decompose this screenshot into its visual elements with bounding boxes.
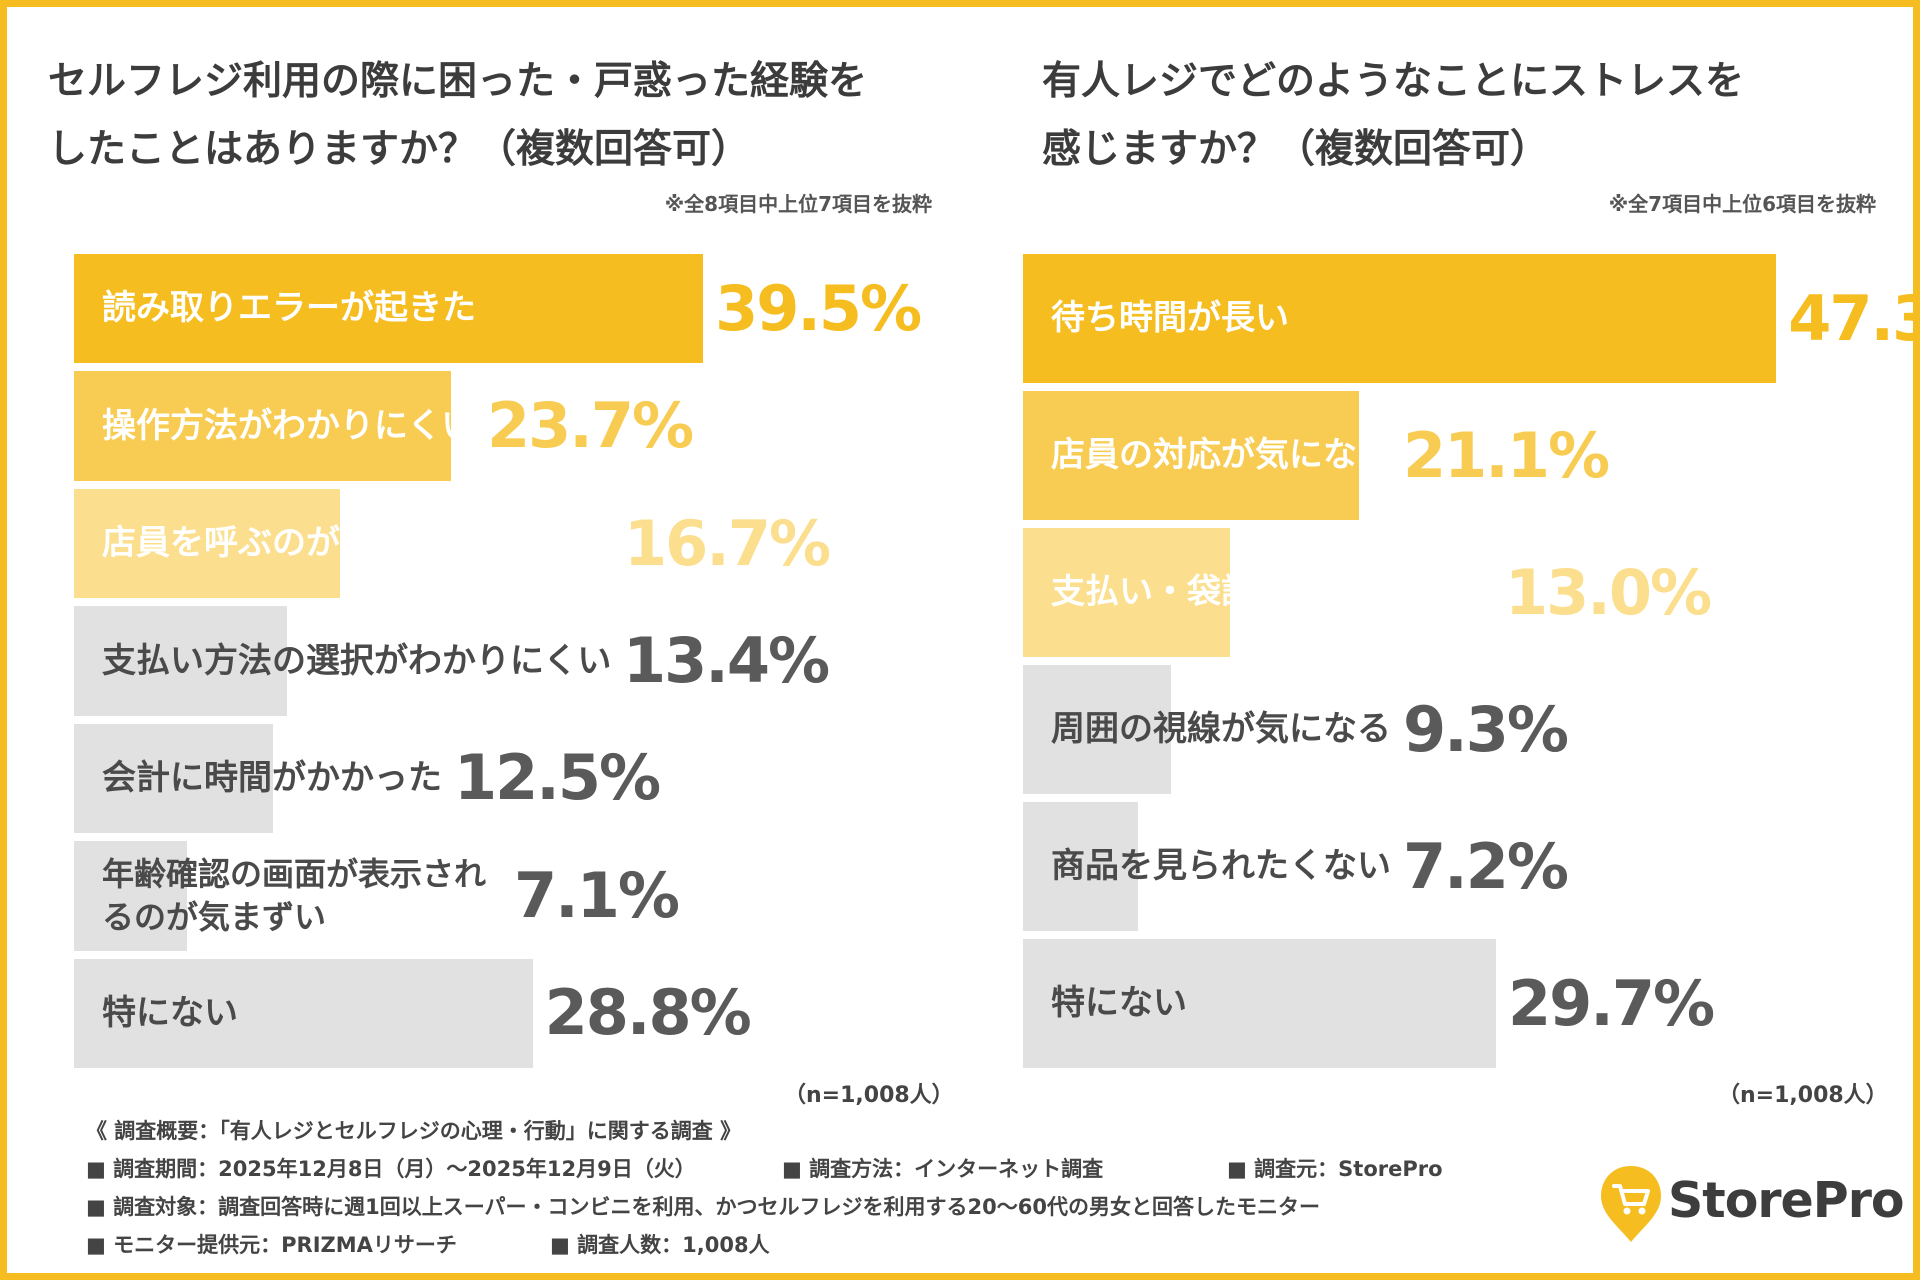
left-title-line2: したことはありますか？（複数回答可） — [48, 127, 751, 172]
bar — [1023, 528, 1231, 657]
bar-value-label: 9.3% — [1403, 692, 1569, 766]
bar — [74, 606, 288, 716]
bar — [74, 371, 452, 481]
bar-value-label: 39.5% — [715, 271, 922, 345]
bar-label: 周囲の視線が気になる — [1051, 709, 1391, 749]
right-title-line1: 有人レジでどのようなことにストレスを — [1042, 59, 1745, 104]
bar-label: 支払い・袋詰めを急かされる — [1051, 572, 1493, 612]
left-chart-title: セルフレジ利用の際に困った・戸惑った経験を したことはありますか？（複数回答可） — [48, 48, 867, 184]
bar-value-label: 12.5% — [454, 741, 661, 815]
bar — [74, 841, 188, 951]
survey-method: ■ 調査方法：インターネット調査 — [782, 1157, 1104, 1181]
bar-label: 支払い方法の選択がわかりにくい — [102, 640, 612, 681]
bar-value-label: 21.1% — [1403, 418, 1610, 492]
right-bar-chart: 待ち時間が長い 47.3% 店員の対応が気になる 21.1% 支払い・袋詰めを急かされる… — [1023, 254, 1920, 1076]
survey-heading: 《 調査概要：「有人レジとセルフレジの心理・行動」に関する調査 》 — [86, 1119, 742, 1143]
survey-source: ■ 調査元：StorePro — [1227, 1157, 1443, 1181]
bar — [1023, 939, 1496, 1068]
logo-text: StorePro — [1668, 1172, 1905, 1229]
survey-period: ■ 調査期間：2025年12月8日（月）〜2025年12月9日（火） — [86, 1157, 696, 1181]
bar — [1023, 665, 1172, 794]
bar — [74, 958, 533, 1068]
left-bar-chart: 読み取りエラーが起きた 39.5% 操作方法がわかりにくい 23.7% 店員を呼ぶのが恥… — [74, 254, 954, 1076]
bar-label: 商品を見られたくない — [1051, 846, 1391, 886]
bar-value-label: 16.7% — [624, 506, 831, 580]
bar — [74, 254, 704, 364]
bar-value-label: 47.3% — [1788, 281, 1920, 355]
survey-summary: 《 調査概要：「有人レジとセルフレジの心理・行動」に関する調査 》 ■ 調査期間… — [86, 1112, 1586, 1264]
survey-count: ■ 調査人数：1,008人 — [550, 1233, 770, 1257]
shopping-cart-pin-icon — [1601, 1166, 1661, 1242]
bar-label: 会計に時間がかかった — [102, 757, 442, 798]
bar-value-label: 23.7% — [487, 389, 694, 463]
storepro-logo: StorePro — [1598, 1164, 1908, 1244]
bar-label: 操作方法がわかりにくい — [102, 405, 476, 446]
bar-value-label: 7.1% — [514, 858, 680, 932]
bar-label: 待ち時間が長い — [1051, 298, 1289, 338]
bar-label: 店員の対応が気になる — [1051, 435, 1391, 475]
bar-label: 店員を呼ぶのが恥ずかしい・面倒 — [102, 523, 612, 564]
bar-label: 特にない — [1051, 983, 1187, 1023]
survey-provider: ■ モニター提供元：PRIZMAリサーチ — [86, 1233, 457, 1257]
bar-label: 読み取りエラーが起きた — [102, 288, 476, 329]
bar — [1023, 254, 1777, 383]
bar-value-label: 7.2% — [1403, 829, 1569, 903]
right-title-line2: 感じますか？（複数回答可） — [1042, 127, 1550, 172]
right-chart-title: 有人レジでどのようなことにストレスを 感じますか？（複数回答可） — [1042, 48, 1744, 184]
bar-value-label: 28.8% — [544, 976, 752, 1050]
bar-value-label: 13.4% — [623, 624, 830, 697]
bar-label: 特にない — [102, 992, 238, 1033]
bar — [74, 723, 274, 834]
bar — [74, 488, 340, 599]
bar-value-label: 13.0% — [1505, 555, 1712, 629]
bar-value-label: 29.7% — [1508, 966, 1715, 1040]
left-chart-note: ※全8項目中上位7項目を抜粋 — [664, 192, 932, 216]
survey-target: ■ 調査対象：調査回答時に週1回以上スーパー・コンビニを利用、かつセルフレジを利… — [86, 1195, 1320, 1219]
bar — [1023, 802, 1138, 931]
right-chart-note: ※全7項目中上位6項目を抜粋 — [1608, 192, 1876, 216]
left-sample-size: （n=1,008人） — [784, 1083, 954, 1108]
bar-label: 年齢確認の画面が表示されるのが気まずい — [102, 854, 487, 936]
bar — [1023, 391, 1360, 520]
left-title-line1: セルフレジ利用の際に困った・戸惑った経験を — [48, 59, 868, 104]
right-sample-size: （n=1,008人） — [1718, 1083, 1888, 1108]
